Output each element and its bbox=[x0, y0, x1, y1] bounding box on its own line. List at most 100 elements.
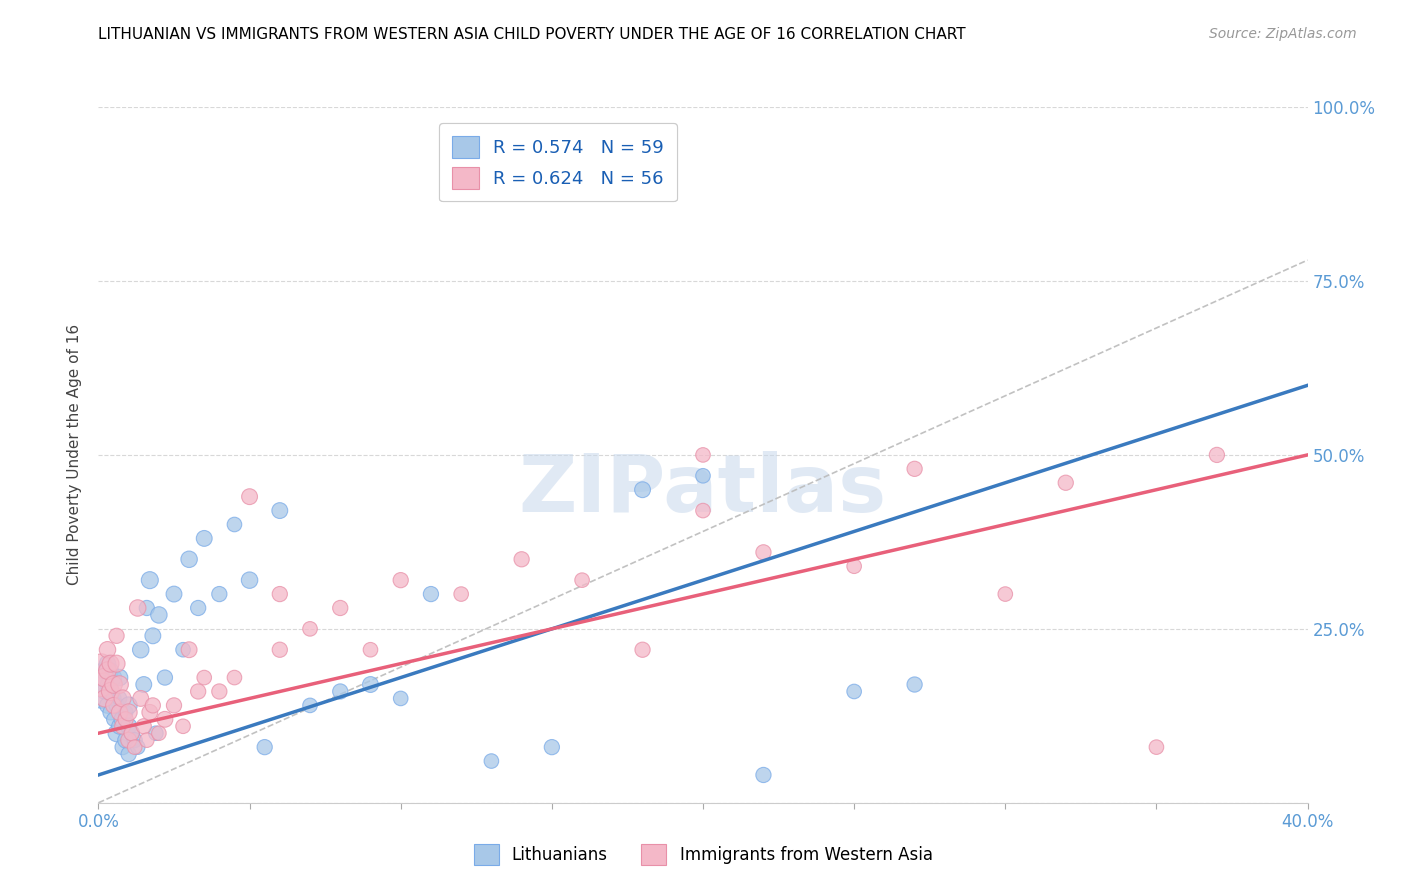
Point bbox=[103, 712, 125, 726]
Point bbox=[114, 712, 136, 726]
Point bbox=[96, 664, 118, 678]
Point bbox=[145, 726, 167, 740]
Point bbox=[752, 545, 775, 559]
Point bbox=[139, 573, 162, 587]
Point bbox=[100, 684, 122, 698]
Point bbox=[389, 691, 412, 706]
Point bbox=[96, 657, 118, 671]
Point bbox=[96, 677, 118, 691]
Point bbox=[172, 719, 194, 733]
Point bbox=[389, 573, 412, 587]
Point bbox=[1054, 475, 1077, 490]
Point bbox=[239, 490, 262, 504]
Point bbox=[163, 587, 186, 601]
Point bbox=[148, 726, 170, 740]
Point bbox=[121, 726, 143, 740]
Point bbox=[135, 733, 157, 747]
Point bbox=[103, 691, 125, 706]
Point bbox=[93, 664, 115, 678]
Point bbox=[208, 684, 231, 698]
Text: Source: ZipAtlas.com: Source: ZipAtlas.com bbox=[1209, 27, 1357, 41]
Point bbox=[224, 671, 246, 685]
Point bbox=[124, 733, 146, 747]
Point bbox=[129, 691, 152, 706]
Point bbox=[360, 642, 382, 657]
Point bbox=[127, 740, 149, 755]
Point bbox=[692, 503, 714, 517]
Point bbox=[105, 726, 128, 740]
Point bbox=[631, 642, 654, 657]
Point bbox=[100, 657, 122, 671]
Point bbox=[239, 573, 262, 587]
Point bbox=[100, 684, 122, 698]
Point bbox=[142, 629, 165, 643]
Point bbox=[148, 607, 170, 622]
Point bbox=[121, 726, 143, 740]
Point bbox=[90, 671, 112, 685]
Point bbox=[994, 587, 1017, 601]
Point bbox=[108, 719, 131, 733]
Point bbox=[111, 691, 134, 706]
Point bbox=[153, 671, 176, 685]
Point bbox=[96, 642, 118, 657]
Point bbox=[111, 740, 134, 755]
Point bbox=[118, 698, 141, 713]
Point bbox=[1144, 740, 1167, 755]
Point bbox=[142, 698, 165, 713]
Point bbox=[93, 684, 115, 698]
Point bbox=[118, 706, 141, 720]
Point bbox=[692, 468, 714, 483]
Point bbox=[111, 712, 134, 726]
Point bbox=[193, 671, 215, 685]
Point bbox=[153, 712, 176, 726]
Point bbox=[90, 677, 112, 691]
Point bbox=[692, 448, 714, 462]
Y-axis label: Child Poverty Under the Age of 16: Child Poverty Under the Age of 16 bbox=[67, 325, 83, 585]
Point bbox=[118, 747, 141, 761]
Point bbox=[904, 677, 927, 691]
Point bbox=[179, 642, 201, 657]
Point bbox=[129, 642, 152, 657]
Point bbox=[105, 629, 128, 643]
Legend: R = 0.574   N = 59, R = 0.624   N = 56: R = 0.574 N = 59, R = 0.624 N = 56 bbox=[439, 123, 676, 202]
Point bbox=[135, 601, 157, 615]
Point bbox=[172, 642, 194, 657]
Point bbox=[1206, 448, 1229, 462]
Point bbox=[163, 698, 186, 713]
Point bbox=[329, 601, 352, 615]
Point bbox=[100, 706, 122, 720]
Point bbox=[105, 657, 128, 671]
Point bbox=[90, 691, 112, 706]
Point bbox=[360, 677, 382, 691]
Point bbox=[111, 719, 134, 733]
Point bbox=[132, 719, 155, 733]
Point bbox=[844, 684, 866, 698]
Point bbox=[103, 671, 125, 685]
Point bbox=[108, 691, 131, 706]
Legend: Lithuanians, Immigrants from Western Asia: Lithuanians, Immigrants from Western Asi… bbox=[464, 834, 942, 875]
Point bbox=[187, 601, 209, 615]
Point bbox=[132, 677, 155, 691]
Point bbox=[108, 671, 131, 685]
Point bbox=[193, 532, 215, 546]
Point bbox=[208, 587, 231, 601]
Point bbox=[510, 552, 533, 566]
Point bbox=[93, 671, 115, 685]
Point bbox=[752, 768, 775, 782]
Point bbox=[100, 664, 122, 678]
Point bbox=[299, 622, 322, 636]
Point bbox=[93, 691, 115, 706]
Point bbox=[108, 706, 131, 720]
Point bbox=[139, 706, 162, 720]
Point bbox=[187, 684, 209, 698]
Point bbox=[299, 698, 322, 713]
Point bbox=[118, 719, 141, 733]
Point bbox=[179, 552, 201, 566]
Point bbox=[118, 733, 141, 747]
Point bbox=[103, 677, 125, 691]
Point bbox=[90, 657, 112, 671]
Point bbox=[253, 740, 276, 755]
Point bbox=[114, 706, 136, 720]
Point bbox=[420, 587, 443, 601]
Point bbox=[269, 642, 291, 657]
